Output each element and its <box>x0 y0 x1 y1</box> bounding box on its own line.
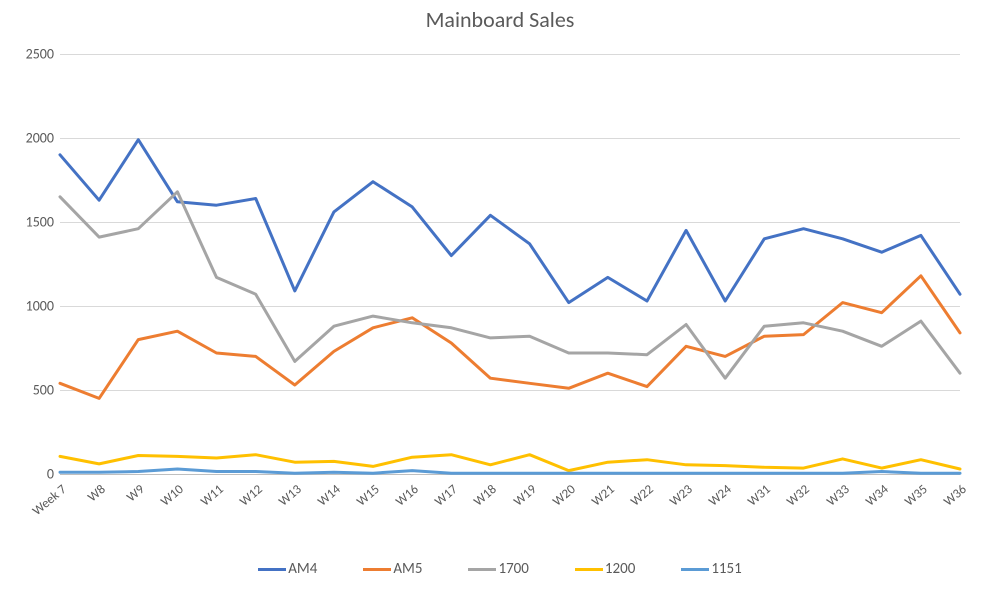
x-tick-label: W14 <box>315 482 344 509</box>
x-tick-label: W17 <box>432 482 461 509</box>
y-tick-label: 0 <box>6 466 54 483</box>
x-tick-label: W8 <box>85 482 109 505</box>
legend-label: 1151 <box>711 560 741 578</box>
legend-label: 1200 <box>605 560 635 578</box>
x-tick-label: Week 7 <box>30 482 70 519</box>
chart-container: Mainboard Sales 0 500 1000 1500 2000 2500 Wee… <box>0 0 1000 592</box>
x-tick-label: W11 <box>198 482 227 509</box>
y-tick-label: 1500 <box>6 214 54 231</box>
legend-label: 1700 <box>498 560 528 578</box>
x-tick-label: W31 <box>745 482 774 509</box>
x-tick-label: W18 <box>471 482 500 509</box>
x-tick-label: W23 <box>667 482 696 509</box>
legend-label: AM4 <box>288 560 317 578</box>
x-tick-label: W9 <box>124 482 148 505</box>
x-tick-label: W35 <box>902 482 931 509</box>
legend-item-AM4: AM4 <box>258 560 317 578</box>
legend-swatch <box>468 568 496 571</box>
x-tick-label: W19 <box>511 482 540 509</box>
x-tick-label: W32 <box>785 482 814 509</box>
series-lines <box>60 54 960 474</box>
x-tick-label: W21 <box>589 482 618 509</box>
legend-swatch <box>681 568 709 571</box>
x-tick-label: W16 <box>393 482 422 509</box>
legend-item-1151: 1151 <box>681 560 741 578</box>
legend-swatch <box>258 568 286 571</box>
x-tick-label: W10 <box>158 482 187 509</box>
y-tick-label: 2000 <box>6 130 54 147</box>
y-tick-label: 2500 <box>6 46 54 63</box>
legend-swatch <box>575 568 603 571</box>
series-1200 <box>60 455 960 471</box>
legend: AM4 AM5 1700 1200 1151 <box>0 560 1000 578</box>
x-tick-label: W34 <box>863 482 892 509</box>
legend-item-1200: 1200 <box>575 560 635 578</box>
x-tick-label: W12 <box>237 482 266 509</box>
legend-item-1700: 1700 <box>468 560 528 578</box>
series-1151 <box>60 469 960 473</box>
legend-swatch <box>363 568 391 571</box>
y-tick-label: 500 <box>6 382 54 399</box>
x-tick-label: W13 <box>276 482 305 509</box>
series-AM4 <box>60 140 960 303</box>
x-tick-label: W24 <box>706 482 735 509</box>
y-tick-label: 1000 <box>6 298 54 315</box>
series-1700 <box>60 192 960 378</box>
x-tick-label: W15 <box>354 482 383 509</box>
x-tick-label: W33 <box>824 482 853 509</box>
x-tick-label: W20 <box>550 482 579 509</box>
x-tick-label: W36 <box>941 482 970 509</box>
legend-label: AM5 <box>393 560 422 578</box>
plot-area: Week 7W8W9W10W11W12W13W14W15W16W17W18W19… <box>60 54 960 474</box>
legend-item-AM5: AM5 <box>363 560 422 578</box>
x-tick-label: W22 <box>628 482 657 509</box>
chart-title: Mainboard Sales <box>0 6 1000 33</box>
